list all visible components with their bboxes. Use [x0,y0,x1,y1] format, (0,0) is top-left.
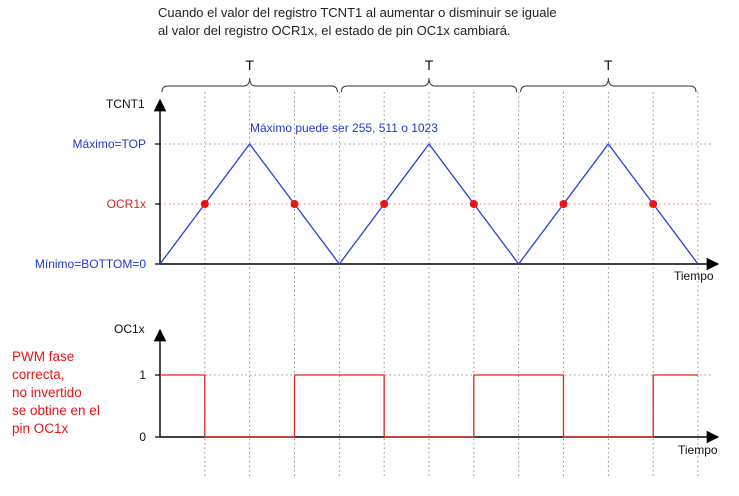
pwm-waveform [160,374,698,438]
compare-match-point [649,200,658,208]
period-label: T [245,57,254,73]
period-label: T [425,57,434,73]
high-level-label: 1 [139,368,146,382]
max-level-label: Máximo=TOP [73,137,146,151]
low-level-label: 0 [139,430,146,444]
max-annotation: Máximo puede ser 255, 511 o 1023 [250,121,438,135]
note-line: PWM fase [12,349,75,364]
compare-match-point [380,200,389,208]
counter-waveform [159,142,699,266]
pwm-note: PWM fase correcta, no invertido se obtin… [12,348,152,438]
period-brace [520,77,697,93]
caption-line-1: Cuando el valor del registro TCNT1 al au… [158,5,557,20]
compare-match-point [290,200,299,208]
note-line: no invertido [12,385,82,400]
note-line: se obtine en el [12,403,100,418]
compare-match-point [469,200,478,208]
oc1x-axis-label: OC1x [114,322,145,336]
period-brace [161,77,338,93]
top-time-label: Tiempo [674,269,714,283]
note-line: pin OC1x [12,421,69,436]
min-level-label: Mínimo=BOTTOM=0 [35,257,146,271]
compare-match-point [559,200,568,208]
note-line: correcta, [12,367,65,382]
ocr-level-label: OCR1x [107,197,146,211]
compare-match-point [200,200,209,208]
diagram-caption: Cuando el valor del registro TCNT1 al au… [158,4,718,40]
tcnt1-axis-label: TCNT1 [106,97,145,111]
period-label: T [604,57,613,73]
caption-line-2: al valor del registro OCR1x, el estado d… [158,23,511,38]
bottom-time-label: Tiempo [678,443,718,457]
period-brace [340,77,518,93]
